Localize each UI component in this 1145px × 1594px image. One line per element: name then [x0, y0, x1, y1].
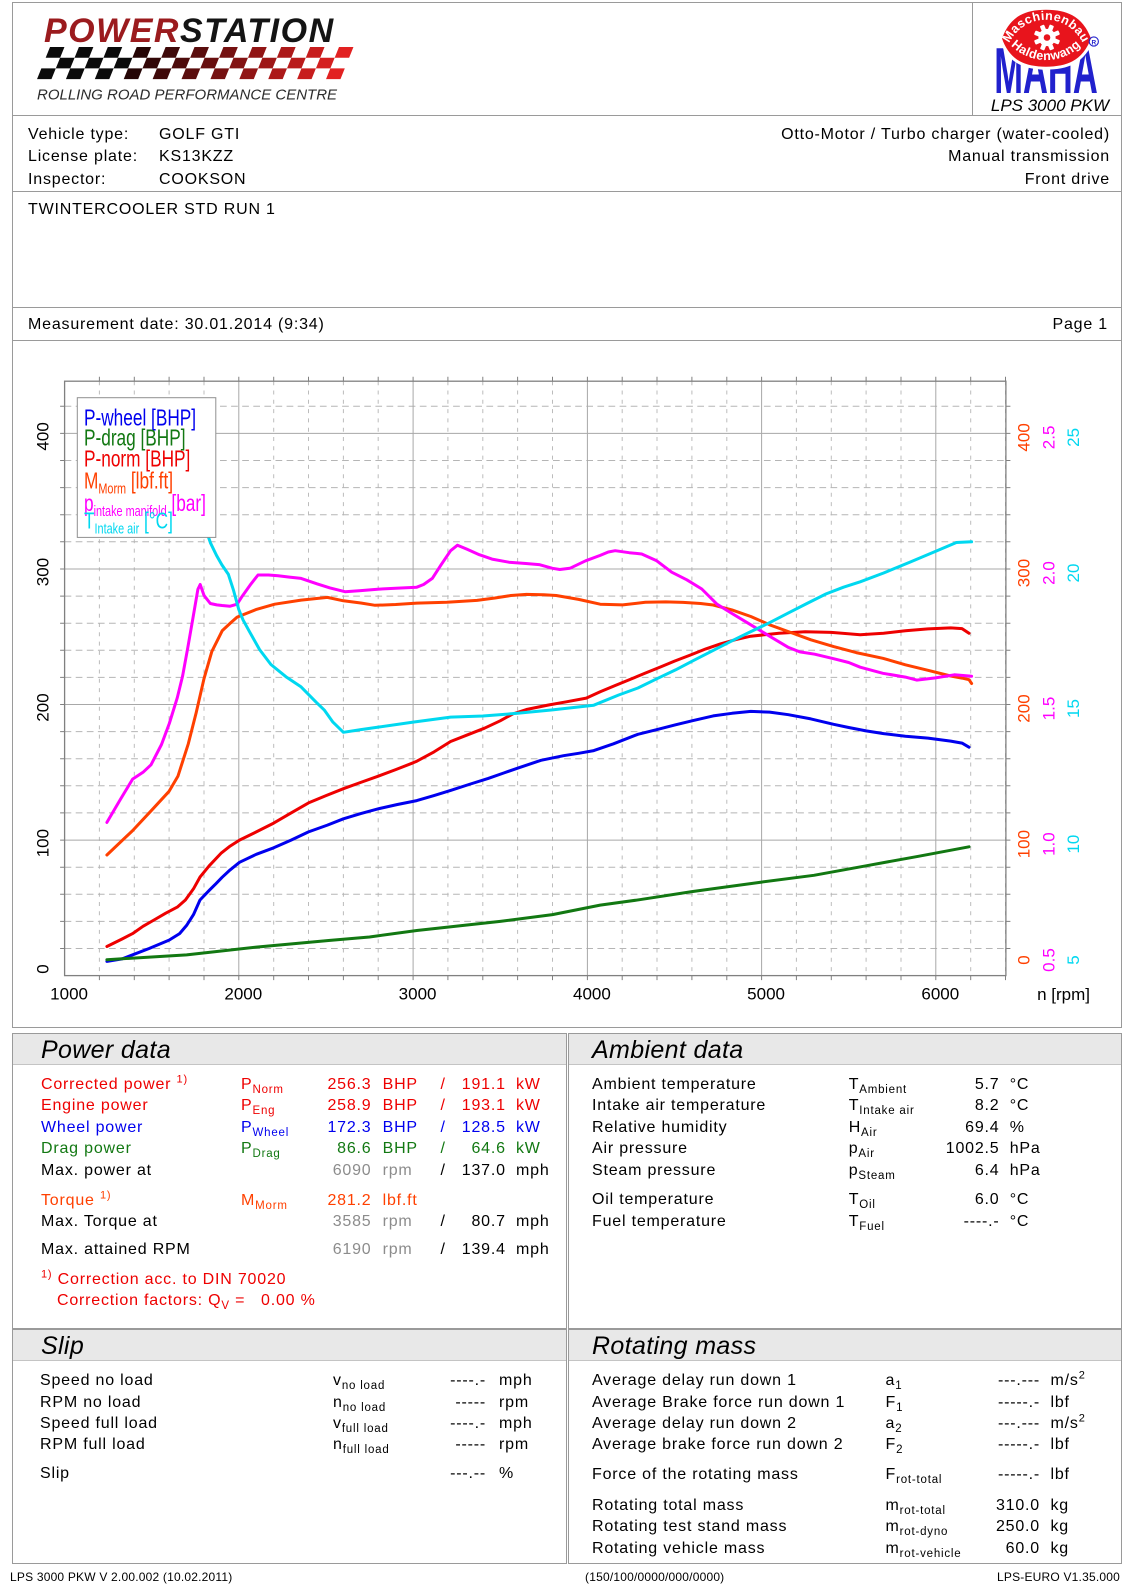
- svg-text:3000: 3000: [399, 985, 437, 1004]
- svg-text:300: 300: [1015, 559, 1034, 587]
- svg-text:1.5: 1.5: [1040, 697, 1059, 721]
- svg-text:100: 100: [1015, 830, 1034, 858]
- svg-text:0.5: 0.5: [1040, 948, 1059, 972]
- svg-text:400: 400: [34, 422, 53, 450]
- svg-text:2.0: 2.0: [1040, 561, 1059, 585]
- svg-text:pintake manifold [bar]: pintake manifold [bar]: [84, 492, 206, 520]
- svg-text:200: 200: [34, 693, 53, 721]
- svg-text:400: 400: [1015, 423, 1034, 451]
- svg-text:LPS 3000 PKW: LPS 3000 PKW: [991, 96, 1111, 115]
- svg-text:300: 300: [34, 558, 53, 586]
- svg-text:ROLLING ROAD PERFORMANCE CENTR: ROLLING ROAD PERFORMANCE CENTRE: [37, 87, 338, 104]
- svg-text:0: 0: [34, 964, 53, 973]
- svg-text:POWERSTATION: POWERSTATION: [44, 12, 335, 50]
- svg-text:15: 15: [1064, 699, 1083, 718]
- svg-text:1.0: 1.0: [1040, 832, 1059, 856]
- svg-text:P-norm [BHP]: P-norm [BHP]: [84, 447, 190, 472]
- svg-text:5000: 5000: [747, 985, 785, 1004]
- svg-text:n [rpm]: n [rpm]: [1037, 985, 1090, 1004]
- svg-text:5: 5: [1064, 955, 1083, 964]
- svg-text:TIntake air [°C]: TIntake air [°C]: [84, 509, 173, 537]
- svg-text:MMorm [lbf.ft]: MMorm [lbf.ft]: [84, 469, 173, 497]
- svg-text:4000: 4000: [573, 985, 611, 1004]
- svg-text:R: R: [1091, 40, 1096, 47]
- svg-text:1000: 1000: [50, 985, 88, 1004]
- svg-text:0: 0: [1015, 955, 1034, 964]
- svg-text:25: 25: [1064, 428, 1083, 447]
- svg-text:2.5: 2.5: [1040, 426, 1059, 450]
- svg-text:2000: 2000: [224, 985, 262, 1004]
- svg-text:P-wheel [BHP]: P-wheel [BHP]: [84, 406, 196, 431]
- svg-text:200: 200: [1015, 694, 1034, 722]
- svg-text:P-drag [BHP]: P-drag [BHP]: [84, 426, 186, 451]
- svg-text:20: 20: [1064, 564, 1083, 583]
- svg-text:10: 10: [1064, 835, 1083, 854]
- svg-text:6000: 6000: [921, 985, 959, 1004]
- svg-text:100: 100: [34, 829, 53, 857]
